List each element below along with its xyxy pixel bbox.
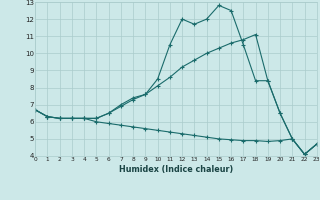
X-axis label: Humidex (Indice chaleur): Humidex (Indice chaleur) bbox=[119, 165, 233, 174]
